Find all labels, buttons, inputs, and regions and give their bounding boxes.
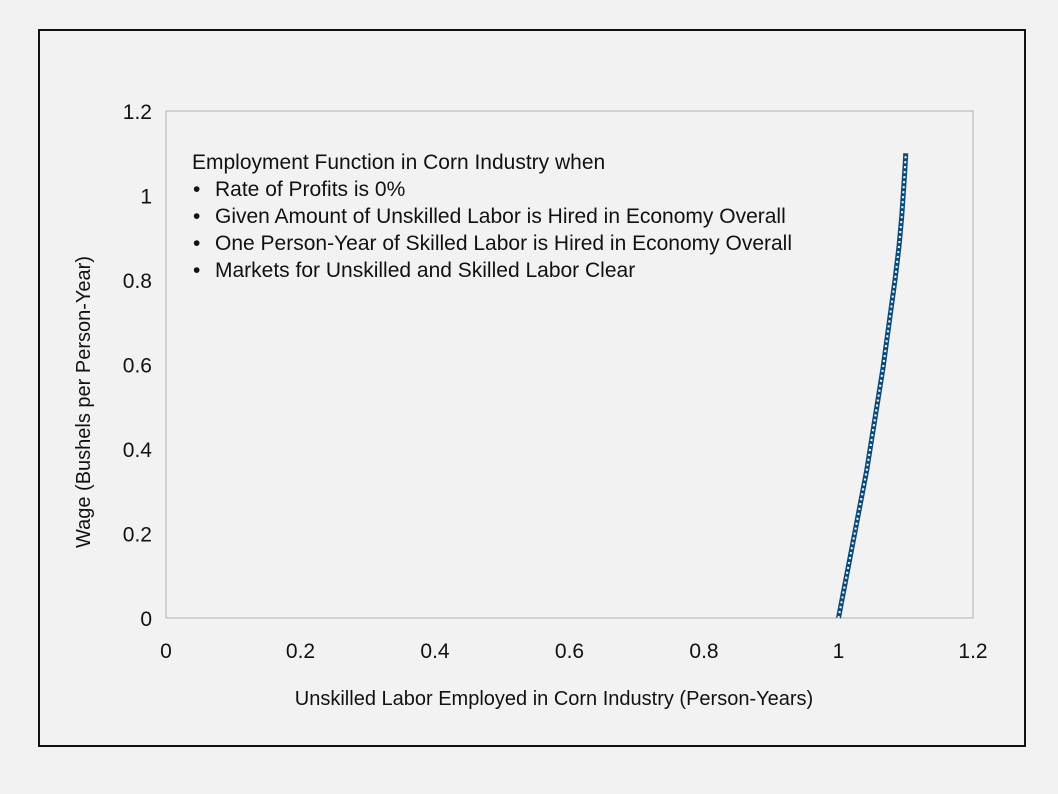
y-tick-label: 0.6	[123, 355, 152, 378]
x-tick-label: 1.2	[958, 640, 987, 663]
annotation-bullet-mark: •	[193, 178, 200, 201]
y-tick-label: 0	[140, 608, 152, 631]
x-axis-title: Unskilled Labor Employed in Corn Industr…	[295, 688, 813, 710]
x-tick-labels: 0 0.2 0.4 0.6 0.8 1 1.2	[160, 640, 987, 663]
annotation-bullet-mark: •	[193, 232, 200, 255]
y-tick-label: 1.2	[123, 101, 152, 124]
annotation-bullet: One Person-Year of Skilled Labor is Hire…	[215, 232, 792, 255]
x-tick-label: 0.8	[689, 640, 718, 663]
x-tick-label: 0	[160, 640, 172, 663]
y-tick-label: 1	[140, 186, 152, 209]
x-tick-label: 0.4	[420, 640, 450, 663]
y-tick-label: 0.4	[123, 439, 153, 462]
x-tick-label: 0.6	[555, 640, 584, 663]
y-tick-labels: 0 0.2 0.4 0.6 0.8 1 1.2	[123, 101, 153, 631]
series-layer	[836, 153, 909, 619]
annotation-bullet: Markets for Unskilled and Skilled Labor …	[215, 259, 635, 282]
series-line-pattern	[837, 153, 907, 619]
annotation-heading: Employment Function in Corn Industry whe…	[192, 151, 605, 174]
y-tick-label: 0.8	[123, 270, 152, 293]
annotation-bullet: Rate of Profits is 0%	[215, 178, 405, 201]
annotation-bullet-mark: •	[193, 259, 200, 282]
y-tick-label: 0.2	[123, 524, 152, 547]
x-tick-label: 1	[833, 640, 845, 663]
annotation-bullet: Given Amount of Unskilled Labor is Hired…	[215, 205, 786, 228]
y-axis-title: Wage (Bushels per Person-Year)	[73, 256, 95, 548]
plot-area	[165, 110, 974, 619]
annotation-bullet-mark: •	[193, 205, 200, 228]
x-tick-label: 0.2	[286, 640, 315, 663]
annotation-box: Employment Function in Corn Industry whe…	[192, 151, 792, 282]
